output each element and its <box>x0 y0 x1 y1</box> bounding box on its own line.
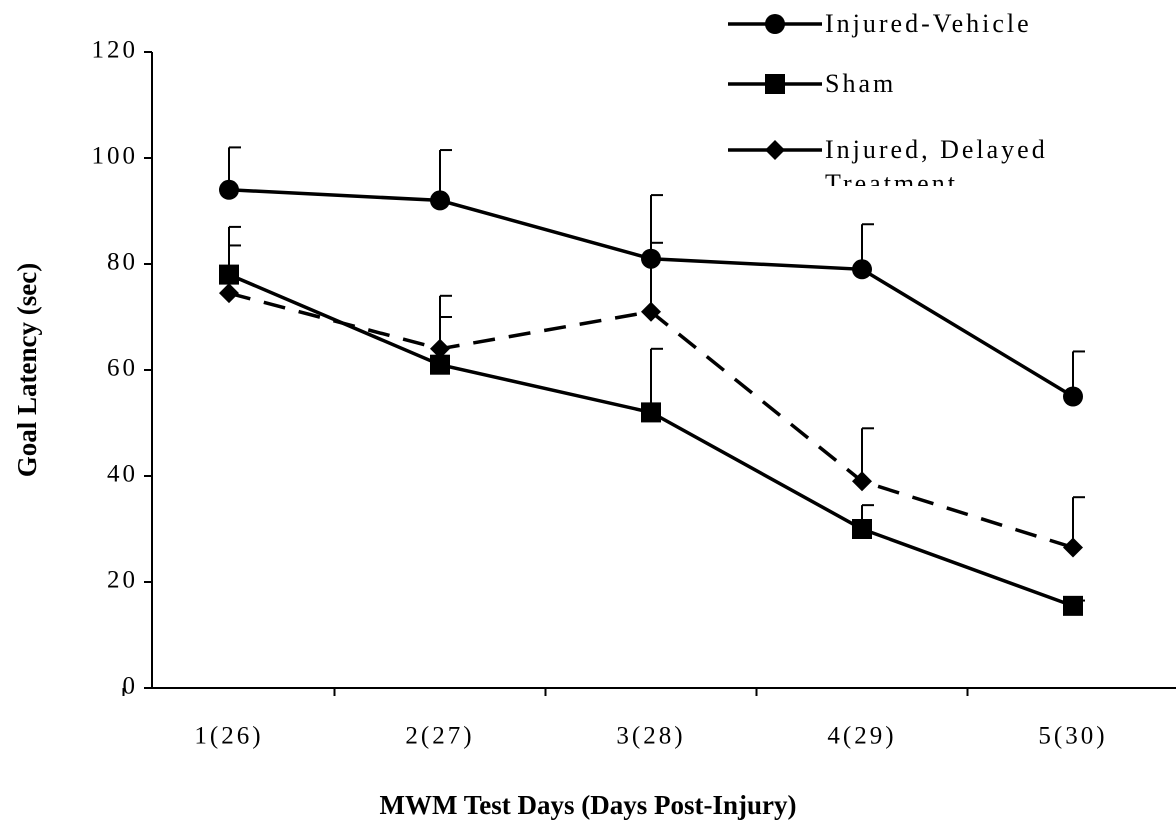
legend-label: Sham <box>825 69 897 98</box>
y-tick-label: 80 <box>107 249 138 276</box>
marker <box>219 179 239 200</box>
marker <box>852 471 872 492</box>
marker <box>1063 595 1083 616</box>
marker <box>430 190 450 211</box>
y-tick-label: 120 <box>92 37 139 64</box>
legend-label-box: Injured, Delayed Treatment <box>825 135 1048 198</box>
marker <box>641 402 661 423</box>
x-tick-label: 3(28) <box>616 723 685 750</box>
legend-label-box: Injured-Vehicle <box>825 9 1032 38</box>
x-tick-label: 1(26) <box>194 723 263 750</box>
x-tick-label: 2(27) <box>405 723 474 750</box>
y-tick-label: 0 <box>123 673 139 700</box>
marker <box>765 14 785 34</box>
marker <box>765 74 785 94</box>
marker <box>430 338 450 359</box>
legend-label-box: Sham <box>825 69 897 98</box>
marker <box>1063 537 1083 558</box>
legend-label: Injured, Delayed Treatment <box>825 135 1048 198</box>
series-line <box>228 272 1074 608</box>
marker <box>1063 386 1083 407</box>
legend-label: Injured-Vehicle <box>825 9 1032 38</box>
y-tick-label: 20 <box>107 567 138 594</box>
x-tick-label: 5(30) <box>1038 723 1107 750</box>
x-axis-title: MWM Test Days (Days Post-Injury) <box>380 790 797 820</box>
marker <box>765 140 785 160</box>
marker <box>852 519 872 539</box>
marker <box>641 301 661 322</box>
y-tick-label: 60 <box>107 355 138 382</box>
y-tick-label: 40 <box>107 461 138 488</box>
marker <box>852 259 872 280</box>
x-tick-label: 4(29) <box>827 723 896 750</box>
marker <box>219 283 239 304</box>
y-tick-label: 100 <box>92 143 139 170</box>
marker <box>430 354 450 375</box>
legend: Injured-Vehicle Sham Injured, Delayed Trea… <box>728 9 1048 198</box>
y-axis-title: Goal Latency (sec) <box>12 263 42 477</box>
